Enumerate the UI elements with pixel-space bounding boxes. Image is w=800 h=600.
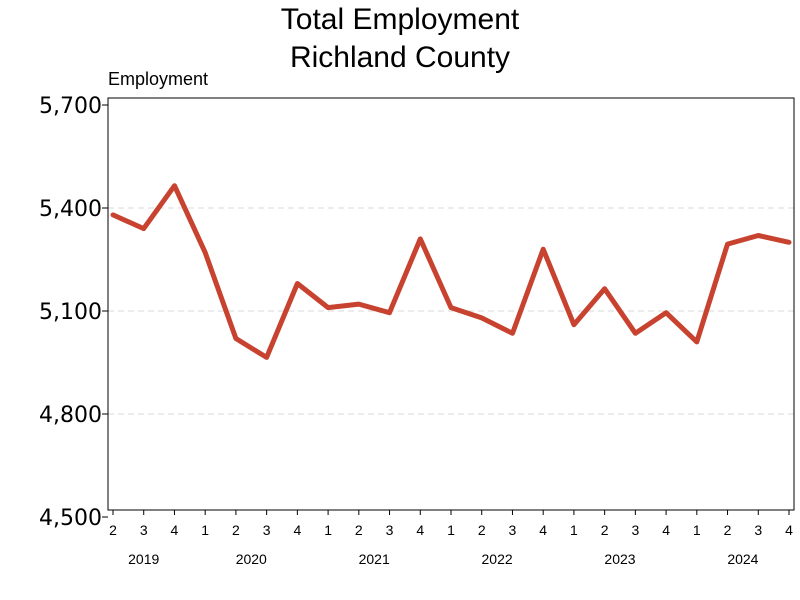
x-axis-ticks: 2 3 4 1 2 3 4 1 2 3 4 1 2 3 4 1 2 3 4 1 2 3 4 [109, 510, 793, 538]
series-line-0 [110, 183, 792, 360]
series-point [296, 283, 298, 285]
series-point [143, 228, 145, 230]
year-label: 2021 [359, 551, 390, 567]
y-tick-label: 5,700 [39, 94, 102, 119]
x-tick-label: 4 [293, 522, 301, 538]
year-label: 2020 [236, 551, 267, 567]
y-tick-label: 5,100 [39, 300, 102, 325]
x-tick-label: 4 [785, 522, 793, 538]
series-point [235, 337, 237, 339]
y-axis-ticks: 4,500 4,800 5,100 5,400 5,700 [39, 94, 108, 531]
gridlines [108, 207, 794, 415]
series-point [604, 288, 606, 290]
series-point [266, 356, 268, 358]
x-tick-label: 2 [478, 522, 486, 538]
series-point [112, 214, 114, 216]
series-point [511, 332, 513, 334]
series-point [481, 317, 483, 319]
x-tick-label: 1 [447, 522, 455, 538]
chart-title-line-1: Total Employment [281, 3, 520, 36]
x-tick-label: 3 [386, 522, 394, 538]
series-point [389, 312, 391, 314]
series-point [358, 303, 360, 305]
x-tick-label: 2 [724, 522, 732, 538]
x-tick-label: 1 [324, 522, 332, 538]
x-tick-label: 3 [631, 522, 639, 538]
x-tick-label: 2 [355, 522, 363, 538]
y-tick-label: 4,500 [39, 506, 102, 531]
y-axis-label: Employment [108, 69, 208, 89]
year-label: 2024 [727, 551, 758, 567]
x-tick-label: 3 [754, 522, 762, 538]
year-label: 2023 [604, 551, 635, 567]
year-label: 2019 [128, 551, 159, 567]
series-point [542, 248, 544, 250]
series-point [696, 341, 698, 343]
x-tick-label: 3 [263, 522, 271, 538]
series-point [327, 307, 329, 309]
x-tick-label: 4 [539, 522, 547, 538]
series-point [419, 238, 421, 240]
series-lines [110, 183, 792, 360]
x-tick-label: 4 [416, 522, 424, 538]
series-point [173, 185, 175, 187]
x-tick-label: 1 [201, 522, 209, 538]
x-tick-label: 1 [570, 522, 578, 538]
x-tick-label: 3 [509, 522, 517, 538]
chart-title-line-2: Richland County [290, 41, 510, 74]
year-label: 2022 [482, 551, 513, 567]
series-point [450, 307, 452, 309]
y-tick-label: 5,400 [39, 197, 102, 222]
series-point [573, 324, 575, 326]
series-point [727, 243, 729, 245]
series-point [788, 241, 790, 243]
series-point [757, 234, 759, 236]
x-tick-label: 2 [109, 522, 117, 538]
y-tick-label: 4,800 [39, 403, 102, 428]
year-labels: 2019 2020 2021 2022 2023 2024 [128, 551, 759, 567]
x-tick-label: 2 [601, 522, 609, 538]
series-point [634, 332, 636, 334]
x-tick-label: 4 [662, 522, 670, 538]
x-tick-label: 3 [140, 522, 148, 538]
series-point [204, 252, 206, 254]
x-tick-label: 4 [171, 522, 179, 538]
x-tick-label: 1 [693, 522, 701, 538]
series-point [665, 312, 667, 314]
x-tick-label: 2 [232, 522, 240, 538]
